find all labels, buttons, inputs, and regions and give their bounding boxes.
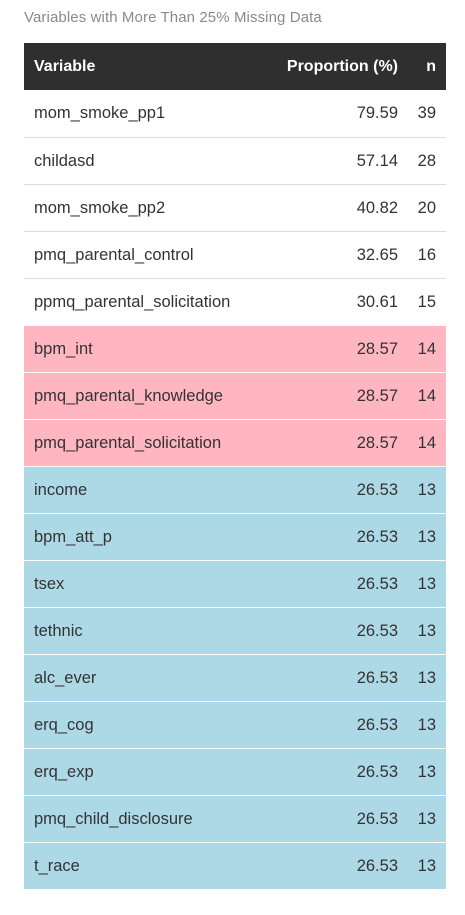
cell-variable: ppmq_parental_solicitation — [34, 292, 231, 311]
cell-n: 28 — [417, 151, 436, 170]
table-caption: Variables with More Than 25% Missing Dat… — [24, 9, 322, 26]
cell-variable: t_race — [34, 856, 80, 875]
cell-proportion: 28.57 — [356, 433, 398, 452]
cell-n: 13 — [417, 621, 436, 640]
cell-n: 15 — [417, 292, 436, 311]
cell-proportion: 28.57 — [356, 386, 398, 405]
cell-n: 14 — [417, 386, 436, 405]
table-row[interactable]: ppmq_parental_solicitation 30.61 15 — [24, 278, 446, 325]
cell-n: 16 — [417, 245, 436, 264]
cell-proportion: 26.53 — [356, 715, 398, 734]
cell-variable: tsex — [34, 574, 65, 593]
table-row[interactable]: mom_smoke_pp1 79.59 39 — [24, 90, 446, 137]
cell-variable: erq_cog — [34, 715, 94, 734]
cell-n: 13 — [417, 527, 436, 546]
cell-proportion: 57.14 — [356, 151, 398, 170]
cell-variable: income — [34, 480, 88, 499]
cell-n: 13 — [417, 809, 436, 828]
table-row[interactable]: bpm_att_p 26.53 13 — [24, 513, 446, 560]
table-row[interactable]: pmq_parental_solicitation 28.57 14 — [24, 419, 446, 466]
cell-proportion: 32.65 — [356, 245, 398, 264]
cell-n: 13 — [417, 668, 436, 687]
cell-variable: bpm_int — [34, 339, 93, 358]
cell-variable: mom_smoke_pp1 — [34, 104, 166, 122]
cell-proportion: 26.53 — [356, 527, 398, 546]
missing-data-table: Variable Proportion (%) n mom_smoke_pp1 7… — [24, 43, 446, 889]
cell-n: 14 — [417, 433, 436, 452]
cell-n: 13 — [417, 480, 436, 499]
table-row[interactable]: income 26.53 13 — [24, 466, 446, 513]
cell-variable: childasd — [34, 151, 95, 170]
cell-variable: pmq_parental_solicitation — [34, 433, 222, 452]
cell-variable: tethnic — [34, 621, 83, 640]
table-header: Variable Proportion (%) n — [24, 43, 446, 90]
cell-n: 13 — [417, 715, 436, 734]
cell-n: 13 — [417, 762, 436, 781]
table-row[interactable]: pmq_parental_knowledge 28.57 14 — [24, 372, 446, 419]
table-row[interactable]: mom_smoke_pp2 40.82 20 — [24, 184, 446, 231]
cell-variable: erq_exp — [34, 762, 94, 781]
cell-proportion: 30.61 — [356, 292, 398, 311]
cell-proportion: 28.57 — [356, 339, 398, 358]
column-header-variable[interactable]: Variable — [34, 57, 96, 75]
table-row[interactable]: t_race 26.53 13 — [24, 842, 446, 889]
cell-n: 39 — [417, 104, 436, 122]
cell-variable: pmq_child_disclosure — [34, 809, 193, 828]
table-body: mom_smoke_pp1 79.59 39 childasd 57.14 28 mom_s… — [24, 90, 446, 889]
cell-proportion: 26.53 — [356, 574, 398, 593]
cell-proportion: 26.53 — [356, 762, 398, 781]
cell-variable: pmq_parental_control — [34, 245, 194, 264]
table-row[interactable]: tsex 26.53 13 — [24, 560, 446, 607]
cell-n: 14 — [417, 339, 436, 358]
table-row[interactable]: bpm_int 28.57 14 — [24, 325, 446, 372]
cell-n: 20 — [417, 198, 436, 217]
cell-proportion: 26.53 — [356, 856, 398, 875]
column-header-n[interactable]: n — [426, 57, 436, 75]
cell-proportion: 26.53 — [356, 668, 398, 687]
cell-variable: bpm_att_p — [34, 527, 112, 546]
table-row[interactable]: erq_exp 26.53 13 — [24, 748, 446, 795]
table-row[interactable]: pmq_parental_control 32.65 16 — [24, 231, 446, 278]
cell-proportion: 26.53 — [356, 480, 398, 499]
cell-proportion: 26.53 — [356, 621, 398, 640]
table-row[interactable]: alc_ever 26.53 13 — [24, 654, 446, 701]
cell-proportion: 40.82 — [356, 198, 398, 217]
table-row[interactable]: childasd 57.14 28 — [24, 137, 446, 184]
cell-n: 13 — [417, 856, 436, 875]
cell-variable: alc_ever — [34, 668, 97, 687]
cell-proportion: 26.53 — [356, 809, 398, 828]
cell-proportion: 79.59 — [356, 104, 398, 122]
table-row[interactable]: erq_cog 26.53 13 — [24, 701, 446, 748]
table-row[interactable]: tethnic 26.53 13 — [24, 607, 446, 654]
cell-variable: mom_smoke_pp2 — [34, 198, 166, 217]
table-row[interactable]: pmq_child_disclosure 26.53 13 — [24, 795, 446, 842]
column-header-proportion[interactable]: Proportion (%) — [286, 57, 398, 75]
cell-n: 13 — [417, 574, 436, 593]
cell-variable: pmq_parental_knowledge — [34, 386, 223, 405]
